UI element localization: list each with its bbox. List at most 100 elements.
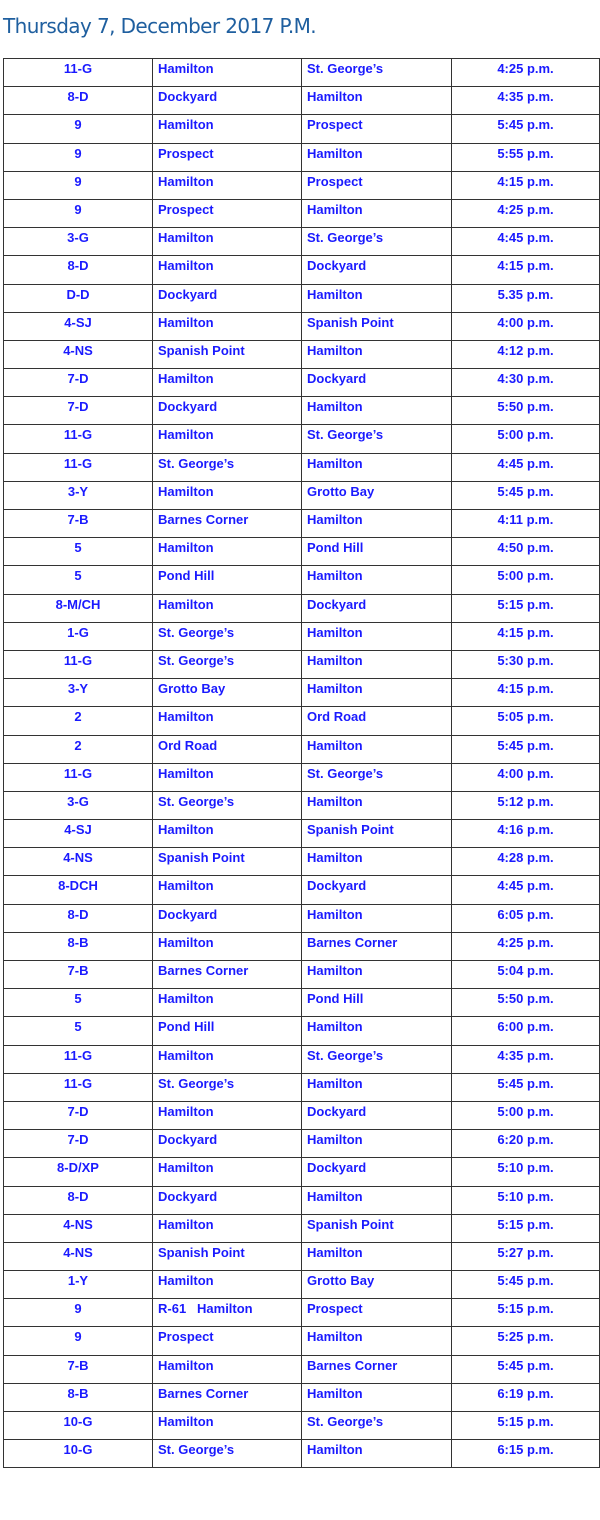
time-cell: 4:35 p.m.: [451, 1044, 600, 1074]
route-cell: 4-SJ: [3, 819, 153, 849]
route-cell: 8-D: [3, 1185, 153, 1215]
table-row: 7-D Dockyard Hamilton 6:20 p.m.: [3, 1129, 600, 1159]
route-cell: 7-D: [3, 396, 153, 426]
to-cell: Hamilton: [301, 1016, 452, 1046]
to-cell: Hamilton: [301, 621, 452, 651]
time-cell: 4:50 p.m.: [451, 537, 600, 567]
time-cell: 4:25 p.m.: [451, 931, 600, 962]
to-cell: Hamilton: [301, 678, 452, 708]
route-cell: 4-NS: [3, 847, 153, 877]
to-cell: Hamilton: [301, 1382, 452, 1413]
route-cell: 5: [3, 1016, 153, 1046]
time-cell: 5:45 p.m.: [451, 734, 600, 764]
route-cell: 2: [3, 706, 153, 736]
to-cell: Hamilton: [301, 959, 452, 990]
time-cell: 4:15 p.m.: [451, 170, 600, 200]
route-cell: 3-Y: [3, 678, 153, 708]
to-cell: Dockyard: [301, 875, 452, 905]
table-row: 4-NS Spanish Point Hamilton 4:12 p.m.: [3, 339, 600, 370]
from-cell: Hamilton: [152, 1270, 302, 1300]
time-cell: 5:12 p.m.: [451, 790, 600, 821]
to-cell: Hamilton: [301, 1185, 452, 1215]
time-cell: 4:15 p.m.: [451, 678, 600, 708]
from-cell: Hamilton: [152, 988, 302, 1018]
route-cell: 11-G: [3, 1044, 153, 1074]
time-cell: 6:00 p.m.: [451, 1016, 600, 1046]
from-cell: Hamilton: [152, 1213, 302, 1243]
table-row: 3-Y Hamilton Grotto Bay 5:45 p.m.: [3, 480, 600, 511]
time-cell: 4:25 p.m.: [451, 57, 600, 88]
page-title: Thursday 7, December 2017 P.M.: [3, 14, 317, 38]
table-row: 7-D Dockyard Hamilton 5:50 p.m.: [3, 396, 600, 426]
time-cell: 4:00 p.m.: [451, 762, 600, 792]
route-cell: 7-B: [3, 959, 153, 990]
from-cell: Hamilton: [152, 593, 302, 623]
time-cell: 5.35 p.m.: [451, 283, 600, 313]
to-cell: Hamilton: [301, 790, 452, 821]
table-row: 7-B Barnes Corner Hamilton 4:11 p.m.: [3, 508, 600, 539]
route-cell: 10-G: [3, 1410, 153, 1441]
table-row: 11-G Hamilton St. George’s 5:00 p.m.: [3, 424, 600, 454]
from-cell: Hamilton: [152, 368, 302, 398]
time-cell: 5:15 p.m.: [451, 1410, 600, 1441]
table-row: 10-G Hamilton St. George’s 5:15 p.m.: [3, 1410, 600, 1441]
route-cell: 5: [3, 565, 153, 595]
route-cell: 11-G: [3, 452, 153, 482]
to-cell: Dockyard: [301, 368, 452, 398]
time-cell: 5:27 p.m.: [451, 1241, 600, 1272]
table-row: 8-B Barnes Corner Hamilton 6:19 p.m.: [3, 1382, 600, 1413]
from-cell: Hamilton: [152, 1100, 302, 1131]
table-row: 7-B Hamilton Barnes Corner 5:45 p.m.: [3, 1354, 600, 1384]
from-cell: Hamilton: [152, 57, 302, 88]
to-cell: Dockyard: [301, 593, 452, 623]
from-cell: Hamilton: [152, 706, 302, 736]
to-cell: Spanish Point: [301, 311, 452, 341]
table-row: 11-G Hamilton St. George’s 4:25 p.m.: [3, 57, 600, 88]
to-cell: Hamilton: [301, 1326, 452, 1356]
route-cell: 4-NS: [3, 1213, 153, 1243]
time-cell: 5:50 p.m.: [451, 396, 600, 426]
time-cell: 4:28 p.m.: [451, 847, 600, 877]
time-cell: 4:16 p.m.: [451, 819, 600, 849]
to-cell: St. George’s: [301, 227, 452, 257]
to-cell: Prospect: [301, 114, 452, 144]
to-cell: Hamilton: [301, 198, 452, 229]
to-cell: Prospect: [301, 170, 452, 200]
table-row: 9 Hamilton Prospect 5:45 p.m.: [3, 114, 600, 144]
to-cell: Hamilton: [301, 847, 452, 877]
time-cell: 4:30 p.m.: [451, 368, 600, 398]
route-cell: 10-G: [3, 1439, 153, 1469]
from-cell: Dockyard: [152, 1129, 302, 1159]
time-cell: 5:45 p.m.: [451, 1270, 600, 1300]
from-cell: St. George’s: [152, 452, 302, 482]
from-cell: St. George’s: [152, 790, 302, 821]
route-cell: 11-G: [3, 424, 153, 454]
to-cell: St. George’s: [301, 1410, 452, 1441]
time-cell: 5:45 p.m.: [451, 1072, 600, 1102]
table-row: 9 Prospect Hamilton 5:25 p.m.: [3, 1326, 600, 1356]
to-cell: Dockyard: [301, 1100, 452, 1131]
time-cell: 5:25 p.m.: [451, 1326, 600, 1356]
table-row: 11-G Hamilton St. George’s 4:00 p.m.: [3, 762, 600, 792]
route-cell: 7-D: [3, 368, 153, 398]
route-cell: 11-G: [3, 57, 153, 88]
from-cell: Barnes Corner: [152, 1382, 302, 1413]
time-cell: 5:05 p.m.: [451, 706, 600, 736]
table-row: 9 Prospect Hamilton 5:55 p.m.: [3, 142, 600, 172]
to-cell: Hamilton: [301, 396, 452, 426]
route-cell: 8-DCH: [3, 875, 153, 905]
from-cell: Hamilton: [152, 1044, 302, 1074]
to-cell: Grotto Bay: [301, 1270, 452, 1300]
table-row: 10-G St. George’s Hamilton 6:15 p.m.: [3, 1439, 600, 1469]
from-cell: Hamilton: [152, 480, 302, 511]
table-row: 5 Hamilton Pond Hill 4:50 p.m.: [3, 537, 600, 567]
route-cell: 1-Y: [3, 1270, 153, 1300]
from-cell: St. George’s: [152, 1439, 302, 1469]
to-cell: Hamilton: [301, 283, 452, 313]
route-cell: 8-B: [3, 1382, 153, 1413]
from-cell: Spanish Point: [152, 847, 302, 877]
table-row: 7-B Barnes Corner Hamilton 5:04 p.m.: [3, 959, 600, 990]
table-row: 4-SJ Hamilton Spanish Point 4:16 p.m.: [3, 819, 600, 849]
from-cell: Hamilton: [152, 931, 302, 962]
from-cell: Barnes Corner: [152, 508, 302, 539]
